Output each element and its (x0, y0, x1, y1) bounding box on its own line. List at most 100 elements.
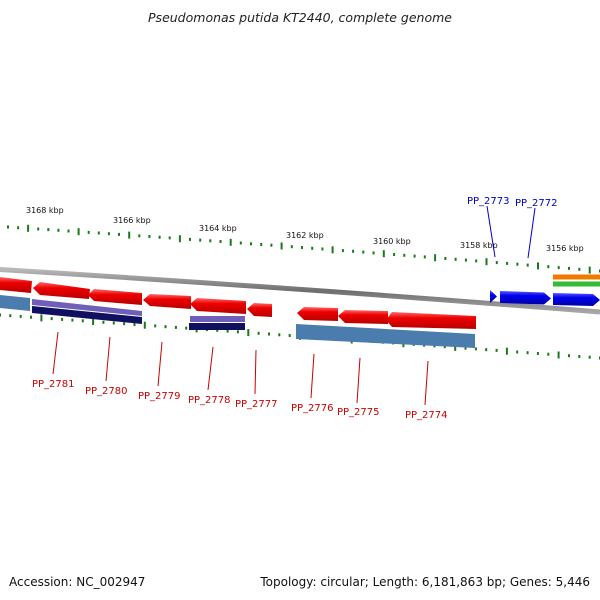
major-tick (485, 258, 488, 266)
minor-tick (148, 235, 151, 238)
minor-tick (311, 246, 314, 250)
gene-arrow-pp2775[interactable] (338, 310, 388, 324)
major-tick (454, 343, 457, 351)
gene-label-pp2772[interactable]: PP_2772 (515, 198, 558, 209)
gene-label-pp2776[interactable]: PP_2776 (291, 403, 334, 414)
gene-arrow-pp2776[interactable] (297, 307, 338, 321)
minor-tick (568, 266, 570, 270)
minor-tick (257, 331, 260, 335)
feature-bar-steel-left (0, 295, 30, 311)
minor-tick (443, 345, 446, 349)
gene-arrow-pp2774[interactable] (386, 312, 476, 329)
minor-tick (219, 240, 222, 243)
leader-line (52, 331, 59, 375)
minor-tick (268, 332, 270, 336)
minor-tick (102, 320, 105, 324)
leader-line (486, 205, 496, 258)
major-tick (143, 321, 146, 329)
major-tick (77, 228, 80, 236)
gene-label-pp2777[interactable]: PP_2777 (235, 399, 278, 410)
gene-arrow-left-edge[interactable] (0, 277, 32, 293)
minor-tick (138, 234, 141, 238)
gene-label-pp2780[interactable]: PP_2780 (85, 386, 128, 397)
scale-label: 3156 kbp (546, 244, 584, 253)
leader-line (356, 357, 361, 404)
gene-arrow-pp2772[interactable] (500, 291, 551, 305)
major-tick (178, 235, 181, 243)
gene-label-pp2774[interactable]: PP_2774 (405, 410, 448, 421)
minor-tick (485, 348, 488, 352)
feature-bar-navy-2 (189, 323, 245, 330)
gene-arrow-pp2778[interactable] (190, 298, 246, 314)
gene-arrow-pp2771[interactable] (553, 293, 600, 306)
minor-tick (288, 334, 291, 337)
minor-tick (516, 350, 519, 354)
minor-tick (403, 253, 406, 257)
minor-tick (17, 226, 20, 230)
genome-summary-text: Topology: circular; Length: 6,181,863 bp… (260, 575, 590, 589)
leader-line (310, 353, 315, 399)
minor-tick (464, 258, 467, 262)
minor-tick (154, 324, 157, 328)
major-tick (505, 347, 508, 355)
minor-tick (495, 261, 498, 265)
minor-tick (189, 237, 191, 241)
minor-tick (526, 351, 529, 355)
major-tick (557, 351, 560, 359)
gene-arrow-pp2779[interactable] (143, 294, 191, 309)
gene-arrow-pp2773[interactable] (490, 290, 497, 303)
minor-tick (464, 346, 467, 350)
feature-bar-steel-right (296, 324, 475, 348)
gene-label-pp2779[interactable]: PP_2779 (138, 391, 181, 402)
leader-line (424, 360, 429, 406)
gene-label-pp2778[interactable]: PP_2778 (188, 395, 231, 406)
minor-tick (123, 322, 126, 326)
minor-tick (341, 249, 344, 253)
minor-tick (37, 227, 40, 231)
minor-tick (372, 251, 375, 255)
minor-tick (133, 323, 136, 326)
minor-tick (352, 249, 355, 253)
gene-label-pp2775[interactable]: PP_2775 (337, 407, 380, 418)
minor-tick (362, 250, 365, 254)
minor-tick (321, 247, 324, 251)
minor-tick (47, 228, 50, 232)
accession-text: Accession: NC_002947 (9, 575, 146, 589)
minor-tick (423, 255, 426, 259)
gene-arrow-pp2781[interactable] (33, 282, 90, 299)
major-tick (229, 238, 232, 246)
minor-tick (444, 257, 447, 260)
minor-tick (216, 328, 219, 332)
leader-line (157, 341, 163, 387)
gene-arrow-pp2780[interactable] (88, 289, 142, 305)
minor-tick (199, 238, 202, 242)
minor-tick (168, 236, 171, 240)
minor-tick (474, 347, 477, 351)
minor-tick (185, 326, 188, 330)
leader-line (105, 336, 111, 382)
major-tick (92, 318, 95, 325)
minor-tick (454, 257, 457, 261)
minor-tick (118, 232, 120, 236)
minor-tick (475, 259, 478, 263)
minor-tick (164, 325, 167, 329)
leader-line (254, 349, 257, 395)
gene-label-pp2773[interactable]: PP_2773 (467, 196, 510, 207)
major-tick (588, 266, 591, 274)
minor-tick (557, 266, 560, 270)
minor-tick (536, 352, 539, 355)
feature-bar-purple-2 (190, 316, 245, 322)
minor-tick (495, 348, 498, 352)
scale-label: 3160 kbp (373, 237, 411, 246)
minor-tick (393, 253, 396, 256)
gene-arrow-pp2777[interactable] (247, 303, 272, 317)
scale-label: 3158 kbp (460, 241, 498, 250)
major-tick (128, 231, 131, 239)
minor-tick (226, 329, 229, 333)
minor-tick (9, 314, 12, 318)
map-title: Pseudomonas putida KT2440, complete geno… (148, 10, 452, 25)
minor-tick (506, 261, 509, 265)
minor-tick (97, 231, 100, 235)
gene-label-pp2781[interactable]: PP_2781 (32, 379, 75, 390)
major-tick (40, 314, 43, 322)
